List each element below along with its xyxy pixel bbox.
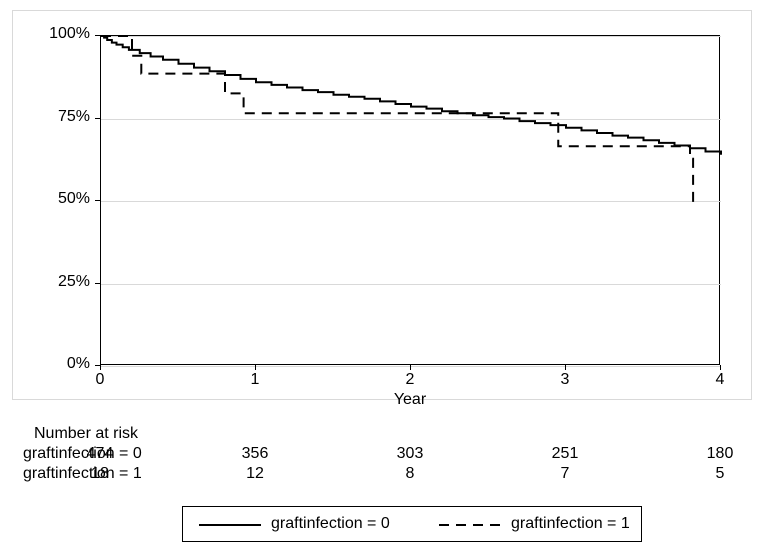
series-line-0 [101, 36, 721, 155]
x-tick-label: 2 [395, 371, 425, 389]
legend-item-label: graftinfection = 0 [271, 515, 390, 533]
y-tick-label: 50% [38, 190, 90, 208]
y-tick-mark [95, 35, 100, 36]
y-tick-label: 25% [38, 273, 90, 291]
y-tick-label: 75% [38, 108, 90, 126]
x-axis-title: Year [380, 391, 440, 409]
risk-value: 18 [75, 465, 125, 483]
x-tick-mark [255, 365, 256, 370]
risk-value: 180 [695, 445, 745, 463]
legend: graftinfection = 0 graftinfection = 1 [182, 506, 642, 542]
risk-table-header: Number at risk [34, 425, 138, 443]
y-gridline [101, 366, 721, 367]
x-tick-label: 0 [85, 371, 115, 389]
x-tick-label: 4 [705, 371, 735, 389]
plot-area [100, 35, 720, 365]
series-svg [101, 36, 721, 366]
risk-value: 251 [540, 445, 590, 463]
y-tick-mark [95, 200, 100, 201]
risk-value: 356 [230, 445, 280, 463]
x-tick-mark [100, 365, 101, 370]
risk-value: 5 [695, 465, 745, 483]
y-tick-label: 0% [38, 355, 90, 373]
risk-value: 303 [385, 445, 435, 463]
x-tick-label: 3 [550, 371, 580, 389]
risk-value: 474 [75, 445, 125, 463]
x-tick-label: 1 [240, 371, 270, 389]
risk-value: 8 [385, 465, 435, 483]
x-tick-mark [720, 365, 721, 370]
y-tick-label: 100% [38, 25, 90, 43]
risk-value: 12 [230, 465, 280, 483]
series-line-1 [101, 36, 693, 208]
x-tick-mark [410, 365, 411, 370]
y-tick-mark [95, 283, 100, 284]
x-tick-mark [565, 365, 566, 370]
risk-value: 7 [540, 465, 590, 483]
legend-item-label: graftinfection = 1 [511, 515, 630, 533]
y-tick-mark [95, 118, 100, 119]
